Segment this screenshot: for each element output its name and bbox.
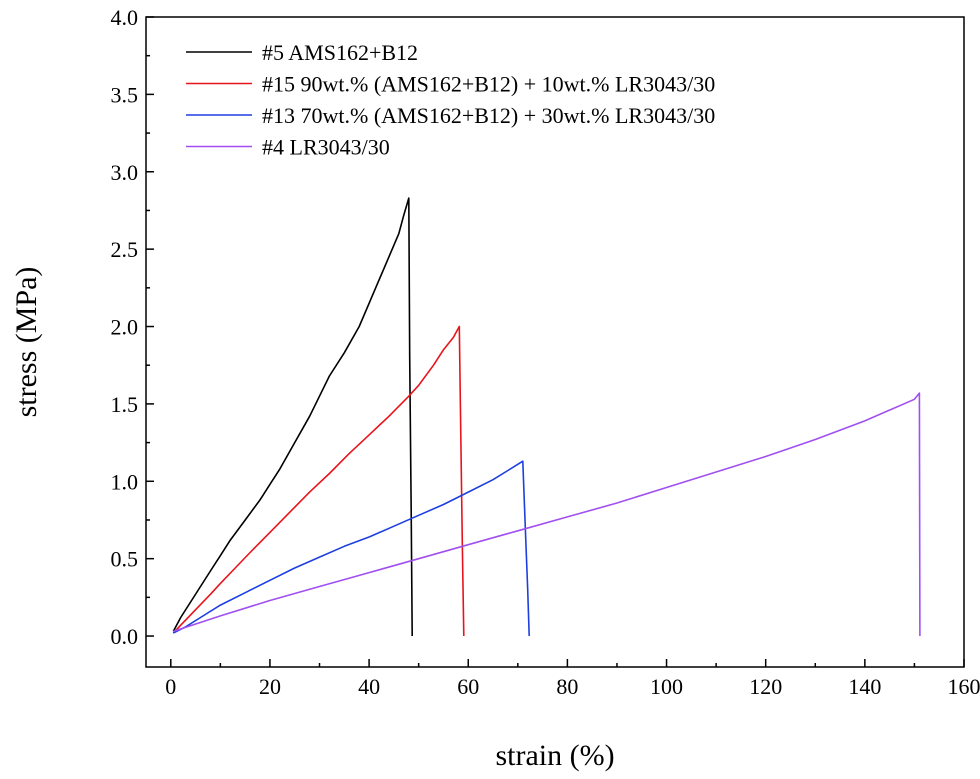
y-tick-label: 0.5 xyxy=(111,547,139,572)
y-axis: 0.0 0.5 1.0 1.5 2.0 2.5 3.0 3.5 4.0 xyxy=(111,5,154,649)
plot-frame xyxy=(145,16,965,668)
y-axis-title: stress (MPa) xyxy=(10,267,43,418)
x-tick-label: 100 xyxy=(650,674,683,699)
legend-label-1: #5 AMS162+B12 xyxy=(262,40,418,65)
y-tick-label: 4.0 xyxy=(111,5,139,30)
y-tick-label: 1.5 xyxy=(111,392,139,417)
x-axis: 0 20 40 60 80 100 120 140 160 xyxy=(165,659,980,699)
x-tick-label: 0 xyxy=(165,674,176,699)
series-line-1 xyxy=(172,197,413,637)
x-tick-label: 120 xyxy=(749,674,782,699)
series-group xyxy=(172,197,921,637)
y-tick-label: 2.5 xyxy=(111,237,139,262)
series-line-3 xyxy=(172,460,530,637)
y-tick-label: 1.0 xyxy=(111,469,139,494)
legend-label-2: #15 90wt.% (AMS162+B12) + 10wt.% LR3043/… xyxy=(262,72,715,97)
x-tick-label: 60 xyxy=(457,674,479,699)
series-line-2 xyxy=(172,325,465,637)
x-axis-title: strain (%) xyxy=(495,739,614,772)
x-tick-label: 160 xyxy=(948,674,980,699)
x-tick-label: 40 xyxy=(358,674,380,699)
legend-label-3: #13 70wt.% (AMS162+B12) + 30wt.% LR3043/… xyxy=(262,103,715,128)
x-tick-label: 20 xyxy=(259,674,281,699)
legend-label-4: #4 LR3043/30 xyxy=(262,135,390,160)
series-line-4 xyxy=(173,392,921,637)
y-tick-label: 3.0 xyxy=(111,160,139,185)
y-tick-label: 0.0 xyxy=(111,624,139,649)
x-tick-label: 140 xyxy=(848,674,881,699)
y-tick-label: 2.0 xyxy=(111,315,139,340)
legend: #5 AMS162+B12 #15 90wt.% (AMS162+B12) + 1… xyxy=(186,40,715,160)
x-tick-label: 80 xyxy=(556,674,578,699)
plot-area xyxy=(145,16,965,668)
y-tick-label: 3.5 xyxy=(111,82,139,107)
